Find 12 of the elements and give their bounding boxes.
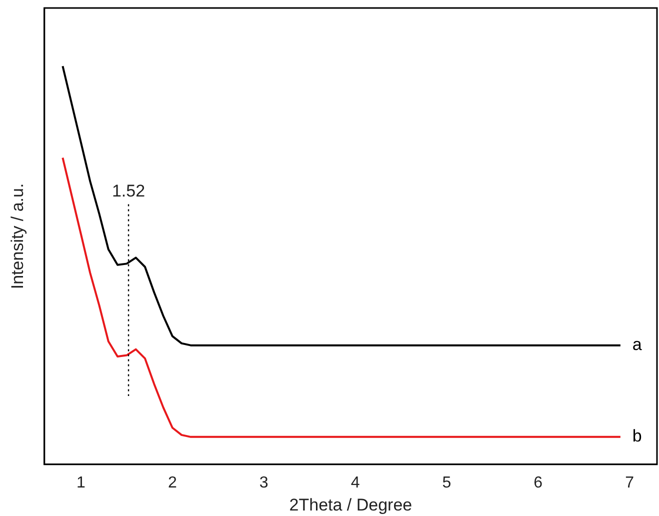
x-tick-label: 5 (442, 474, 452, 492)
x-axis-title: 2Theta / Degree (289, 495, 412, 514)
series-label: a (632, 335, 642, 354)
x-tick-label: 7 (625, 474, 634, 492)
x-tick-label: 1 (76, 474, 86, 492)
x-tick-label: 2 (168, 474, 177, 492)
x-tick-label: 6 (534, 474, 543, 492)
ref-line-label: 1.52 (112, 181, 146, 200)
y-axis-title: Intensity / a.u. (8, 183, 27, 290)
x-tick-label: 4 (350, 474, 360, 492)
x-tick-label: 3 (259, 474, 268, 492)
series-label: b (632, 426, 642, 446)
